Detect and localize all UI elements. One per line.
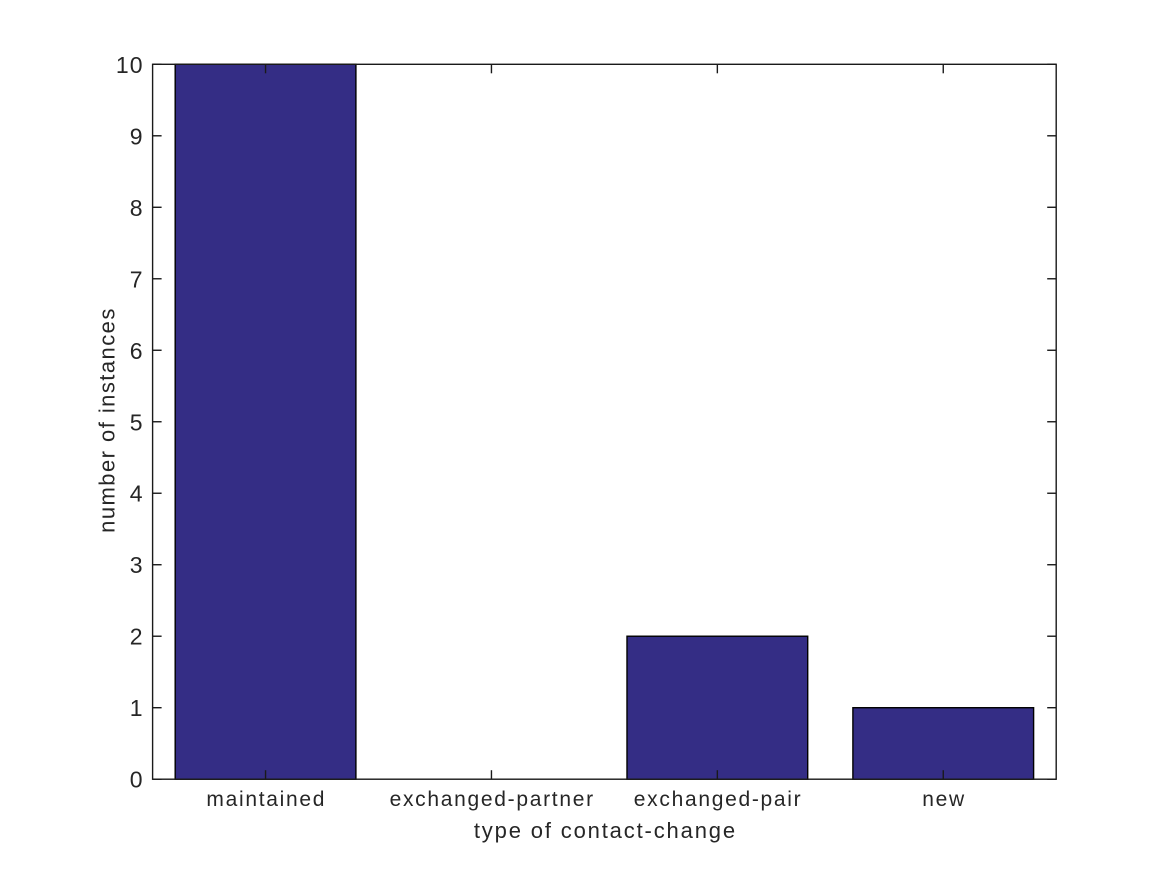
svg-text:1: 1	[130, 695, 144, 721]
svg-text:5: 5	[130, 409, 144, 435]
svg-text:exchanged-partner: exchanged-partner	[390, 788, 595, 811]
svg-text:9: 9	[130, 123, 144, 149]
svg-text:4: 4	[130, 481, 144, 507]
svg-text:0: 0	[130, 767, 144, 793]
svg-text:number of instances: number of instances	[95, 307, 120, 533]
svg-text:2: 2	[130, 624, 144, 650]
svg-text:new: new	[922, 788, 966, 811]
svg-text:type of contact-change: type of contact-change	[474, 818, 737, 843]
svg-text:8: 8	[130, 195, 144, 221]
svg-text:6: 6	[130, 338, 144, 364]
svg-text:exchanged-pair: exchanged-pair	[634, 788, 803, 811]
svg-text:10: 10	[116, 52, 144, 78]
svg-text:7: 7	[130, 266, 144, 292]
svg-text:3: 3	[130, 552, 144, 578]
svg-text:maintained: maintained	[206, 788, 326, 811]
